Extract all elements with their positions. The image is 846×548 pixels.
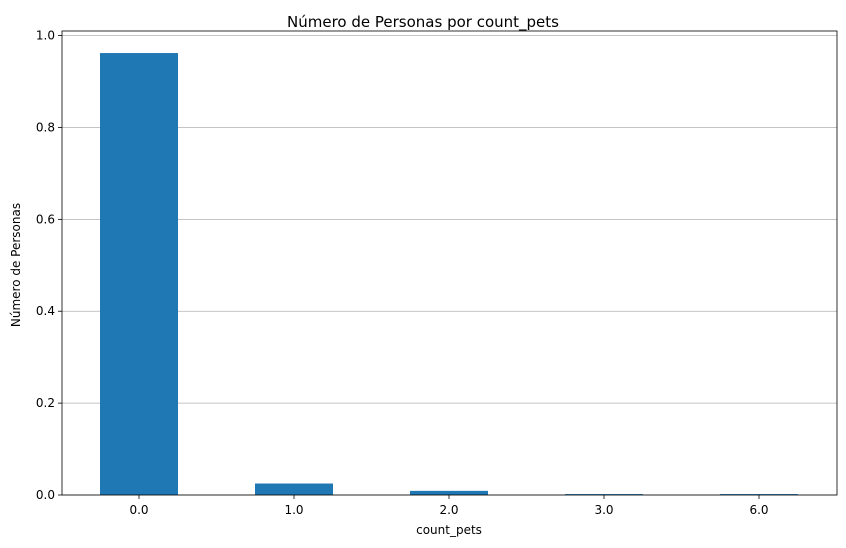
x-axis-label: count_pets xyxy=(416,523,482,537)
bar xyxy=(410,490,488,495)
bars xyxy=(100,53,798,496)
y-axis-ticks: 0.0 0.2 0.4 0.6 0.8 1.0 xyxy=(36,29,62,502)
bar xyxy=(565,494,643,495)
y-tick-label: 0.4 xyxy=(36,304,55,318)
x-axis-ticks: 0.0 1.0 2.0 3.0 6.0 xyxy=(129,495,769,517)
y-axis-label: Número de Personas xyxy=(9,203,23,327)
y-tick-label: 1.0 xyxy=(36,29,55,43)
x-tick-label: 0.0 xyxy=(129,503,148,517)
x-tick-label: 1.0 xyxy=(284,503,303,517)
plot-frame xyxy=(61,30,838,496)
bar xyxy=(720,494,798,495)
x-tick-label: 2.0 xyxy=(439,503,458,517)
bar xyxy=(100,53,178,496)
bar xyxy=(255,483,333,495)
y-tick-label: 0.0 xyxy=(36,488,55,502)
x-tick-label: 3.0 xyxy=(594,503,613,517)
x-tick-label: 6.0 xyxy=(749,503,768,517)
y-tick-label: 0.6 xyxy=(36,212,55,226)
y-tick-label: 0.8 xyxy=(36,120,55,134)
y-tick-label: 0.2 xyxy=(36,396,55,410)
chart-title: Número de Personas por count_pets xyxy=(287,13,559,32)
